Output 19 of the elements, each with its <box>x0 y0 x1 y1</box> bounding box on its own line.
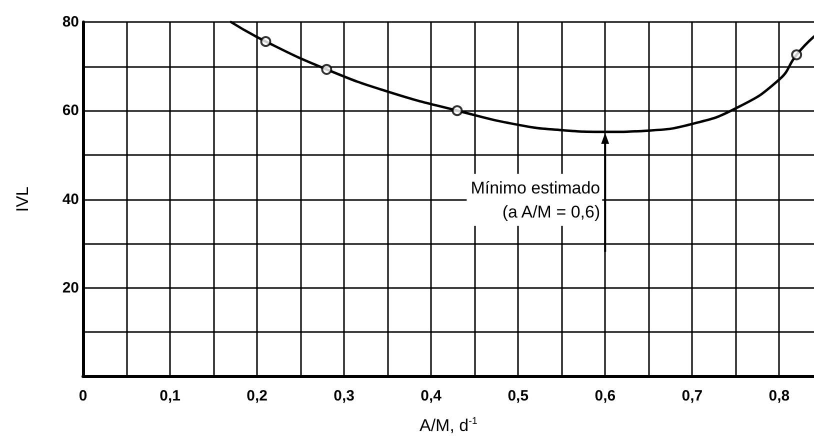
y-tick-label: 60 <box>62 102 79 120</box>
y-tick-label: 80 <box>62 14 79 30</box>
x-tick-label: 0,2 <box>246 388 268 404</box>
x-tick-label: 0,6 <box>594 388 616 404</box>
point <box>260 36 272 47</box>
x-tick-label: 0,4 <box>420 388 442 404</box>
x-tick-label: 0 <box>78 388 88 404</box>
x-tick-label: 0,3 <box>334 388 354 404</box>
point <box>791 49 802 60</box>
annotation: Mínimo estimado (a A/M = 0,6) <box>470 178 600 222</box>
x-tick-label: 0,7 <box>682 388 703 404</box>
point <box>321 64 332 75</box>
y-tick-label: 40 <box>62 190 79 208</box>
point <box>452 105 463 116</box>
x-tick-label: 0,1 <box>160 388 180 404</box>
x-tick-label: 0,5 <box>508 388 529 404</box>
y-tick-label: 20 <box>62 279 79 296</box>
y-axis-title: IVL <box>13 186 32 212</box>
x-tick-label: 0,8 <box>768 388 790 404</box>
